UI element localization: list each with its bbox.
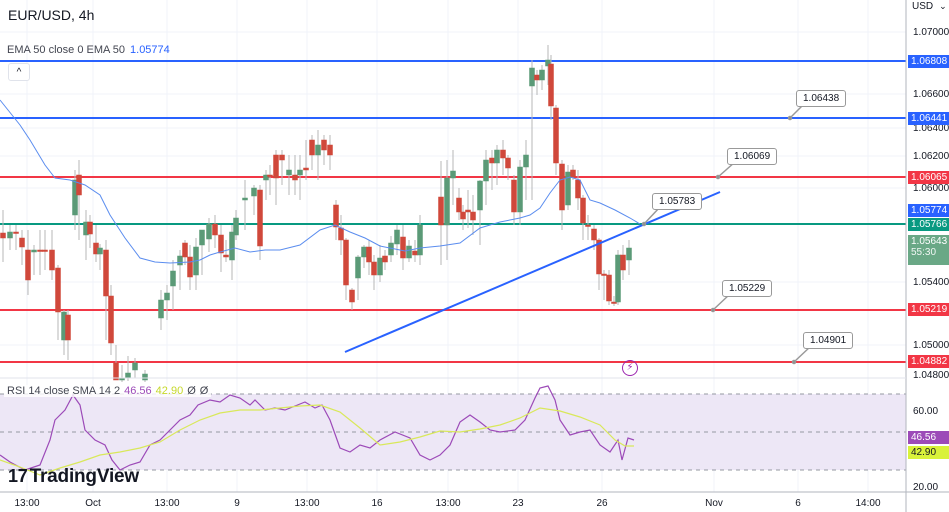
price-tag-blue-level: 1.06441 bbox=[908, 112, 949, 125]
rsi-tag: 46.56 bbox=[908, 431, 949, 444]
price-tick: 1.06200 bbox=[913, 151, 949, 162]
ema-line bbox=[0, 99, 641, 264]
time-tick: 13:00 bbox=[14, 498, 40, 509]
lightning-alert-icon[interactable]: ⚡ bbox=[622, 360, 638, 376]
ema-legend-value: 1.05774 bbox=[130, 44, 170, 56]
time-tick: 14:00 bbox=[855, 498, 881, 509]
price-tag-blue-level: 1.06808 bbox=[908, 55, 949, 68]
currency-label: USD bbox=[912, 1, 934, 12]
price-tag-green-level: 1.05766 bbox=[908, 218, 949, 231]
trendline[interactable] bbox=[344, 191, 721, 353]
price-tick: 1.07000 bbox=[913, 27, 949, 38]
bar-countdown: 55:30 bbox=[911, 247, 937, 258]
rsi-tick: 60.00 bbox=[913, 406, 939, 417]
price-tag-red-level: 1.04882 bbox=[908, 355, 949, 368]
last-price: 1.05643 bbox=[911, 236, 948, 247]
rsi-legend[interactable]: RSI 14 close SMA 14 2 46.56 42.90 Ø Ø bbox=[4, 385, 212, 397]
tradingview-logo-icon: 17 bbox=[8, 466, 28, 486]
rsi-extra-1: Ø bbox=[187, 385, 196, 397]
price-callout[interactable]: 1.05783 bbox=[652, 193, 703, 210]
collapse-legend-button[interactable]: ^ bbox=[8, 63, 30, 81]
price-callout[interactable]: 1.05229 bbox=[722, 280, 773, 297]
price-tick: 1.06400 bbox=[913, 123, 949, 134]
price-tag-ema: 1.05774 bbox=[908, 204, 949, 217]
rsi-tick: 20.00 bbox=[913, 482, 939, 493]
rsi-value: 46.56 bbox=[124, 385, 152, 397]
time-tick: 23 bbox=[512, 498, 524, 509]
ema-legend-label: EMA 50 close 0 EMA 50 bbox=[7, 44, 126, 56]
rsi-sma-value: 42.90 bbox=[155, 385, 184, 397]
time-tick: 26 bbox=[596, 498, 608, 509]
rsi-legend-label: RSI 14 close SMA 14 2 bbox=[7, 385, 121, 397]
time-tick: 9 bbox=[234, 498, 240, 509]
time-tick: 6 bbox=[795, 498, 801, 509]
time-tick: Oct bbox=[85, 498, 101, 509]
price-tick: 1.04800 bbox=[913, 370, 949, 381]
time-tick: 16 bbox=[371, 498, 383, 509]
price-tick: 1.05400 bbox=[913, 277, 949, 288]
tradingview-logo-text: TradingView bbox=[29, 466, 140, 487]
price-callout[interactable]: 1.06438 bbox=[796, 90, 847, 107]
price-callout[interactable]: 1.04901 bbox=[803, 332, 854, 349]
price-tick: 1.06600 bbox=[913, 89, 949, 100]
tradingview-logo[interactable]: 17 TradingView bbox=[8, 466, 139, 488]
time-tick: Nov bbox=[705, 498, 723, 509]
price-tick: 1.06000 bbox=[913, 183, 949, 194]
rsi-sma-tag: 42.90 bbox=[908, 446, 949, 459]
currency-selector[interactable]: USD ⌄ bbox=[912, 1, 947, 12]
price-callout[interactable]: 1.06069 bbox=[727, 148, 778, 165]
chevron-down-icon: ⌄ bbox=[939, 1, 947, 11]
time-tick: 13:00 bbox=[154, 498, 180, 509]
time-tick: 13:00 bbox=[435, 498, 461, 509]
price-tick: 1.05000 bbox=[913, 340, 949, 351]
ema-legend[interactable]: EMA 50 close 0 EMA 50 1.05774 bbox=[7, 44, 170, 56]
time-tick: 13:00 bbox=[294, 498, 320, 509]
symbol-title[interactable]: EUR/USD, 4h bbox=[8, 7, 95, 23]
rsi-extra-2: Ø bbox=[199, 385, 209, 397]
price-tag-red-level: 1.06065 bbox=[908, 171, 949, 184]
price-tag-last: 1.05643 55:30 bbox=[908, 235, 949, 265]
price-tag-red-level: 1.05219 bbox=[908, 303, 949, 316]
